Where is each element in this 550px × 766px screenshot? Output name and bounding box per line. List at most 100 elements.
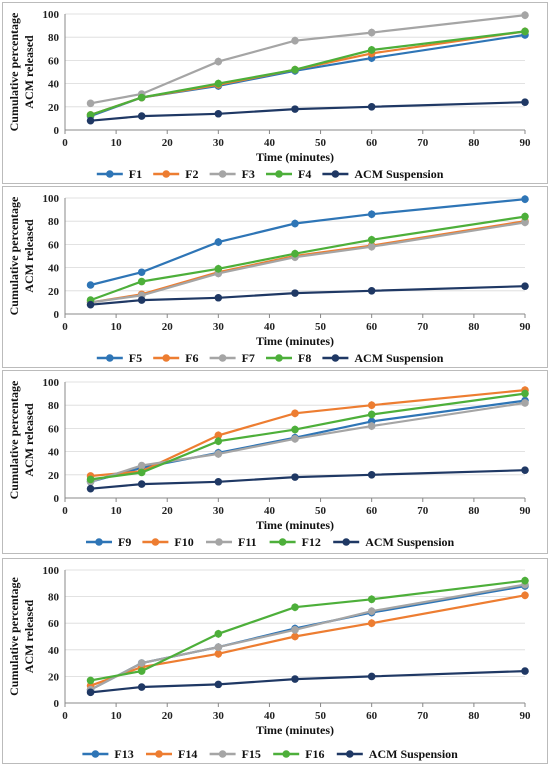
legend-swatch-marker: [346, 750, 354, 758]
data-point: [521, 591, 529, 600]
data-point: [214, 643, 223, 651]
y-tick-label: 100: [43, 9, 60, 21]
y-tick-label: 40: [48, 79, 60, 91]
data-point: [291, 626, 299, 634]
legend-label: F3: [242, 167, 255, 181]
series-line: [90, 30, 526, 116]
y-tick-label: 40: [48, 645, 60, 657]
x-tick-label: 60: [366, 710, 378, 722]
data-point: [291, 219, 299, 228]
y-tick-label: 60: [48, 423, 60, 435]
legend-entry: ACM Suspension: [322, 351, 444, 365]
y-axis-title: ACM released: [22, 599, 36, 673]
x-tick-label: 40: [264, 710, 276, 722]
y-tick-label: 40: [48, 263, 60, 275]
data-point: [137, 468, 146, 477]
x-tick-label: 80: [468, 137, 480, 149]
legend-swatch-marker: [275, 170, 283, 178]
y-axis-title: ACM released: [22, 403, 36, 477]
series-line: [90, 285, 526, 306]
series-line: [90, 594, 526, 687]
chart-panel-1: 0 20 40 60 80 100 0 10 20 30 40 50 60 70 80 90 Time (min…: [2, 2, 548, 184]
legend-swatch-marker: [106, 354, 114, 362]
legend-swatch-marker: [218, 750, 227, 758]
data-point: [291, 603, 299, 612]
x-tick-label: 0: [62, 505, 68, 517]
y-axis-title: Cumulative percentage: [7, 380, 21, 499]
data-point: [521, 466, 529, 474]
legend-entry: ACM Suspension: [322, 167, 444, 181]
y-tick-label: 100: [43, 193, 60, 205]
y-tick-label: 80: [48, 32, 60, 44]
x-axis-title: Time (minutes): [256, 150, 334, 164]
x-tick-label: 10: [111, 137, 123, 149]
data-point: [521, 212, 529, 221]
legend-swatch-marker: [91, 750, 100, 758]
data-point: [291, 105, 299, 113]
data-point: [291, 249, 299, 258]
legend-label: F2: [185, 167, 198, 181]
y-tick-label: 0: [54, 698, 60, 710]
data-point: [86, 281, 95, 289]
data-point: [291, 435, 299, 443]
x-axis-title: Time (minutes): [256, 518, 334, 532]
x-tick-label: 30: [213, 321, 225, 333]
data-point: [291, 65, 299, 74]
data-point: [86, 475, 95, 484]
data-point: [137, 93, 146, 102]
chart-panel-3: 0 20 40 60 80 100 0 10 20 30 40 50 60 70 80 90 Time (min…: [2, 370, 548, 554]
y-tick-label: 100: [43, 377, 60, 389]
series-acm-suspension: [86, 466, 529, 493]
x-tick-label: 20: [162, 137, 174, 149]
x-tick-label: 20: [162, 505, 174, 517]
legend-swatch-marker: [215, 538, 223, 546]
legend-swatch-marker: [331, 354, 340, 362]
legend-entry: F13: [82, 747, 134, 761]
legend-label: F16: [305, 747, 324, 761]
legend-swatch-marker: [162, 354, 170, 362]
x-tick-label: 70: [417, 505, 429, 517]
series-f11: [86, 398, 529, 486]
data-point: [291, 425, 299, 434]
series-line: [90, 469, 526, 490]
legend-swatch-marker: [218, 354, 227, 362]
legend-swatch-marker: [282, 750, 291, 758]
y-axis-title: Cumulative percentage: [7, 12, 21, 131]
y-tick-label: 20: [48, 671, 60, 683]
series-acm-suspension: [86, 98, 529, 125]
data-point: [291, 473, 299, 481]
data-point: [214, 437, 223, 445]
data-point: [291, 36, 299, 45]
y-tick-label: 40: [48, 447, 60, 459]
legend-swatch-marker: [106, 170, 114, 178]
x-tick-label: 90: [520, 505, 532, 517]
legend-label: F5: [129, 351, 142, 365]
data-point: [291, 409, 299, 418]
data-point: [367, 46, 376, 54]
x-tick-label: 80: [468, 505, 480, 517]
data-point: [137, 659, 146, 667]
data-point: [214, 477, 223, 486]
x-tick-label: 0: [62, 137, 68, 149]
data-point: [214, 109, 223, 118]
data-point: [367, 595, 376, 604]
data-point: [214, 57, 223, 66]
x-tick-label: 70: [417, 137, 429, 149]
data-point: [521, 399, 529, 407]
data-point: [521, 98, 529, 106]
x-tick-label: 60: [366, 137, 378, 149]
series-acm-suspension: [86, 667, 529, 697]
data-point: [367, 287, 376, 295]
legend-label: F12: [302, 535, 321, 549]
series-f3: [86, 11, 529, 108]
data-point: [367, 235, 376, 244]
data-point: [367, 422, 376, 430]
x-tick-label: 20: [162, 321, 174, 333]
legend-entry: F6: [153, 351, 199, 365]
x-tick-label: 80: [468, 710, 480, 722]
x-tick-label: 80: [468, 321, 480, 333]
x-tick-label: 20: [162, 710, 174, 722]
data-point: [521, 195, 529, 203]
data-point: [214, 293, 223, 302]
legend-entry: F14: [146, 747, 197, 761]
